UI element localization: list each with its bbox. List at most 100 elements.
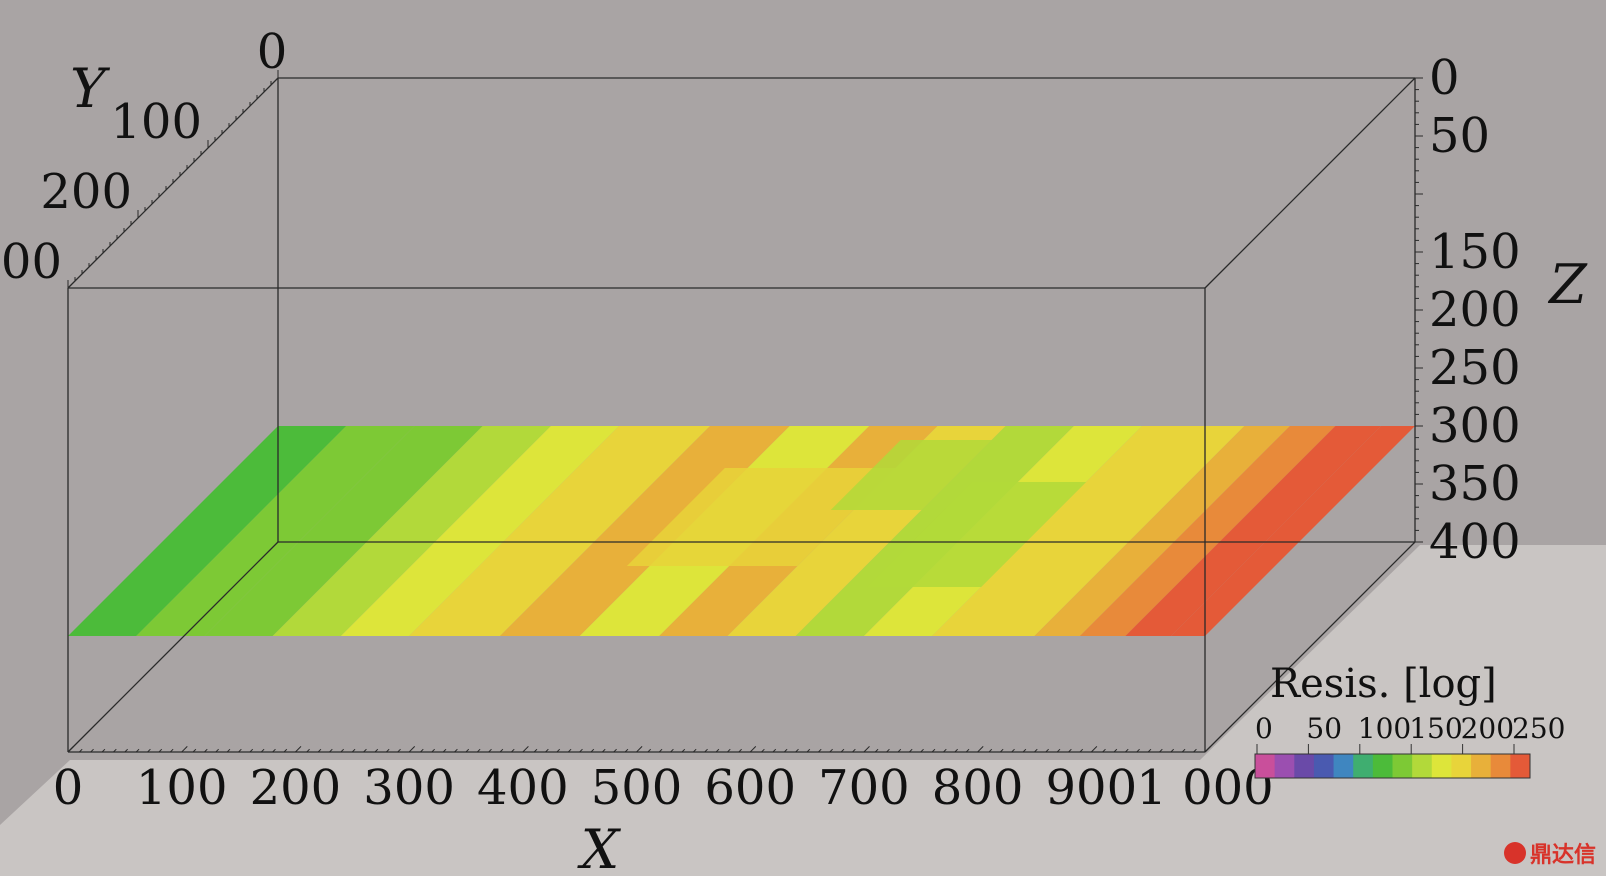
z-tick-label: 150 (1429, 224, 1521, 280)
colorbar-tick-label: 0 (1255, 712, 1273, 745)
x-tick (772, 748, 777, 753)
x-tick (408, 746, 416, 753)
slice-band-2 (204, 426, 483, 636)
box-edge-11 (1204, 541, 1416, 753)
x-tick (147, 748, 151, 753)
x-tick (818, 748, 822, 753)
watermark-logo-icon (1504, 842, 1526, 864)
x-tick-label: 900 (1045, 760, 1137, 816)
x-tick (1147, 748, 1152, 753)
z-axis-label: Z (1547, 253, 1588, 316)
slice-anomaly-2 (830, 440, 992, 510)
slice-band-15 (1125, 426, 1381, 636)
x-tick (465, 748, 470, 753)
slice-band-1 (136, 426, 415, 636)
colorbar-swatch (1353, 754, 1374, 778)
x-tick (135, 748, 140, 753)
x-tick-label: 600 (704, 760, 796, 816)
x-tick (909, 748, 913, 753)
box-edge-9 (1204, 77, 1416, 289)
colorbar-swatch (1451, 754, 1472, 778)
x-tick (863, 746, 870, 753)
slice-band-14 (1079, 426, 1336, 636)
x-tick (90, 748, 94, 753)
colorbar-tick-label: 150 (1409, 712, 1462, 745)
x-tick-label: 200 (250, 760, 342, 816)
x-tick (704, 748, 708, 753)
x-tick (488, 748, 492, 753)
colorbar-tick-label: 250 (1512, 712, 1565, 745)
x-tick (545, 748, 549, 753)
x-tick (999, 748, 1004, 753)
x-tick (670, 748, 674, 753)
x-tick (567, 748, 572, 753)
x-tick (124, 748, 129, 753)
x-tick (351, 748, 356, 753)
x-tick (1011, 748, 1015, 753)
colorbar-swatch (1313, 754, 1335, 778)
x-tick (101, 748, 106, 753)
colorbar-swatch (1294, 754, 1315, 778)
x-tick (1136, 748, 1140, 753)
watermark-text: 鼎达信 (1530, 842, 1596, 868)
x-tick (920, 748, 924, 753)
x-tick (499, 748, 504, 753)
x-tick (283, 748, 288, 753)
x-tick (658, 748, 663, 753)
bounding-box (67, 77, 1416, 753)
x-tick (181, 746, 188, 753)
x-tick (795, 748, 799, 753)
x-tick (1022, 748, 1027, 753)
x-tick (113, 748, 117, 753)
y-tick-label: 300 (0, 234, 62, 290)
colorbar-swatch (1392, 754, 1413, 778)
x-tick (249, 748, 254, 753)
x-tick (454, 748, 458, 753)
watermark: 鼎达信 (1504, 842, 1596, 868)
x-tick (852, 748, 856, 753)
x-tick (1125, 748, 1129, 753)
x-tick (590, 748, 595, 753)
x-tick-label: 100 (136, 760, 228, 816)
slice-plane (68, 426, 1415, 636)
x-tick-label: 1 000 (1136, 760, 1273, 816)
slice-anomaly-1 (867, 482, 1087, 587)
x-tick-label: 400 (477, 760, 569, 816)
z-tick-label: 300 (1429, 398, 1521, 454)
x-tick (79, 748, 83, 753)
x-tick (374, 748, 379, 753)
x-tick (727, 748, 731, 753)
x-tick (1159, 748, 1163, 753)
x-tick (897, 748, 902, 753)
x-tick (931, 748, 936, 753)
x-tick (681, 748, 686, 753)
colorbar-tick-label: 200 (1461, 712, 1514, 745)
box-edge-10 (67, 541, 279, 753)
x-tick (840, 748, 845, 753)
x-tick (420, 748, 424, 753)
x-tick (943, 748, 947, 753)
colorbar-tick-label: 50 (1306, 712, 1342, 745)
colorbar-swatch (1255, 754, 1276, 778)
x-tick (829, 748, 833, 753)
background-floor (0, 545, 1606, 876)
z-tick-label: 400 (1429, 514, 1521, 570)
x-tick (340, 748, 345, 753)
x-tick (522, 746, 529, 753)
colorbar-swatch (1490, 754, 1511, 778)
x-tick (1193, 748, 1197, 753)
x-tick (749, 746, 757, 753)
x-tick (329, 748, 333, 753)
x-axis-label: X (577, 818, 622, 876)
x-tick-label: 0 (53, 760, 84, 816)
colorbar-title: Resis. [log] (1270, 661, 1497, 707)
x-tick (442, 748, 447, 753)
colorbar-tick-label: 100 (1358, 712, 1411, 745)
x-tick (226, 748, 231, 753)
x-tick (363, 748, 367, 753)
x-tick (715, 748, 720, 753)
x-tick (1181, 748, 1186, 753)
colorbar-swatch (1510, 754, 1531, 778)
